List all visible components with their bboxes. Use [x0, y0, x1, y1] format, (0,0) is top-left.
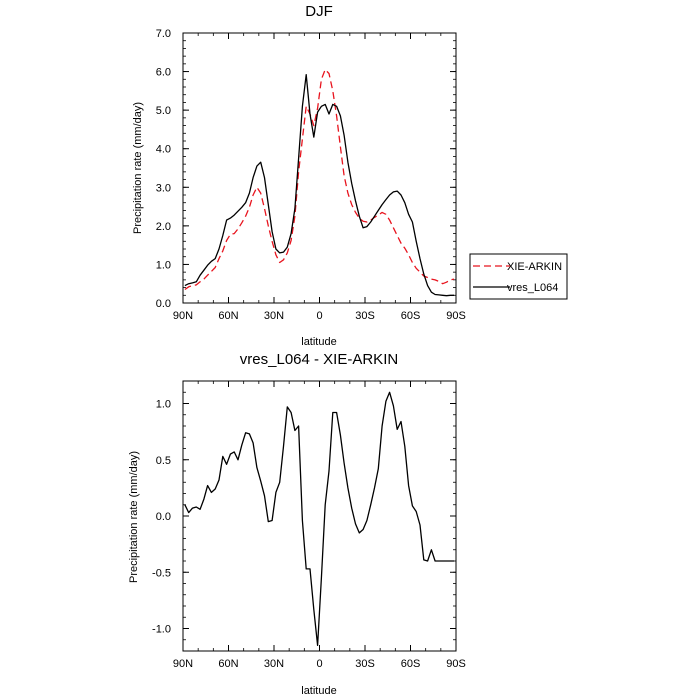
y-tick-label: 1.0	[156, 259, 171, 271]
series-group-top	[184, 68, 455, 297]
x-tick-label: 60N	[218, 310, 238, 322]
legend-box	[469, 253, 568, 300]
legend-label-vres-l064: vres_L064	[507, 282, 558, 294]
x-tick-label: 30S	[355, 310, 375, 322]
y-tick-label: 4.0	[156, 144, 171, 156]
plot-frame-top	[182, 32, 457, 304]
legend: XIE-ARKIN vres_L064	[469, 253, 568, 300]
y-ticks-top: 0.0 1.0 2.0 3.0 4.0 5.0 6.0 7.0	[156, 28, 456, 310]
y-tick-label: 3.0	[156, 182, 171, 194]
chart-title-top: DJF	[305, 3, 333, 20]
x-tick-label: 0	[316, 658, 322, 670]
y-tick-label: 6.0	[156, 67, 171, 79]
x-tick-label: 90N	[173, 310, 193, 322]
y-axis-label-bottom: Precipitation rate (mm/day)	[128, 451, 140, 583]
series-group-bottom	[184, 391, 455, 647]
x-tick-label: 60S	[401, 658, 421, 670]
series-line-xie-arkin	[184, 68, 455, 291]
y-tick-label: 0.5	[156, 455, 171, 467]
x-ticks-top: 90N 60N 30N 0 30S 60S 90S	[173, 33, 466, 322]
x-tick-label: 90S	[446, 658, 466, 670]
top-panel: DJF 90N 60N 30N 0 30S 60S 90S 0.0 1.0 2.0 3.0 4.0 5…	[132, 3, 568, 348]
y-tick-label: -0.5	[152, 567, 171, 579]
x-ticks-bottom: 90N 60N 30N 0 30S 60S 90S	[173, 381, 466, 670]
y-axis-label-top: Precipitation rate (mm/day)	[132, 102, 144, 234]
legend-label-xie-arkin: XIE-ARKIN	[507, 261, 562, 273]
y-tick-label: 2.0	[156, 221, 171, 233]
x-tick-label: 60N	[218, 658, 238, 670]
x-tick-label: 60S	[401, 310, 421, 322]
x-tick-label: 30N	[264, 658, 284, 670]
x-tick-label: 90S	[446, 310, 466, 322]
x-axis-label-bottom: latitude	[301, 685, 336, 697]
y-ticks-bottom: -1.0 -0.5 0.0 0.5 1.0	[152, 380, 456, 652]
x-tick-label: 30N	[264, 310, 284, 322]
y-tick-label: 0.0	[156, 298, 171, 310]
x-tick-label: 0	[316, 310, 322, 322]
y-tick-label: -1.0	[152, 624, 171, 636]
chart-title-bottom: vres_L064 - XIE-ARKIN	[240, 351, 398, 368]
bottom-panel: vres_L064 - XIE-ARKIN 90N 60N 30N 0 30S 60S 90…	[128, 351, 466, 697]
y-tick-label: 5.0	[156, 105, 171, 117]
series-line-vres-l064	[184, 74, 455, 297]
y-tick-label: 0.0	[156, 511, 171, 523]
x-tick-label: 30S	[355, 658, 375, 670]
y-tick-label: 1.0	[156, 399, 171, 411]
x-axis-label-top: latitude	[301, 336, 336, 348]
series-line-difference	[184, 391, 455, 647]
y-tick-label: 7.0	[156, 28, 171, 40]
x-tick-label: 90N	[173, 658, 193, 670]
